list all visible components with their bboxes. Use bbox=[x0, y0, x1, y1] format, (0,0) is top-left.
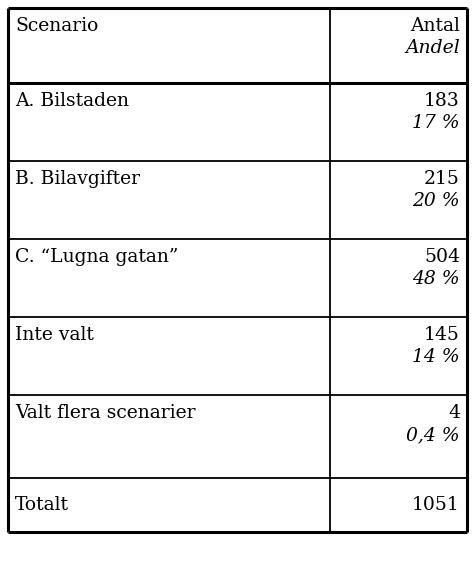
Text: Inte valt: Inte valt bbox=[15, 326, 94, 344]
Text: A. Bilstaden: A. Bilstaden bbox=[15, 92, 129, 110]
Text: 4: 4 bbox=[448, 404, 460, 422]
Text: 145: 145 bbox=[424, 326, 460, 344]
Text: Andel: Andel bbox=[405, 39, 460, 57]
Text: 183: 183 bbox=[424, 92, 460, 110]
Text: 1051: 1051 bbox=[412, 496, 460, 514]
Text: Antal: Antal bbox=[410, 17, 460, 35]
Text: C. “Lugna gatan”: C. “Lugna gatan” bbox=[15, 248, 179, 266]
Text: 20 %: 20 % bbox=[412, 192, 460, 210]
Text: B. Bilavgifter: B. Bilavgifter bbox=[15, 170, 140, 188]
Text: 14 %: 14 % bbox=[412, 348, 460, 366]
Text: 0,4 %: 0,4 % bbox=[407, 426, 460, 444]
Text: Valt flera scenarier: Valt flera scenarier bbox=[15, 404, 196, 422]
Text: 17 %: 17 % bbox=[412, 114, 460, 132]
Text: 48 %: 48 % bbox=[412, 270, 460, 288]
Text: Totalt: Totalt bbox=[15, 496, 69, 514]
Text: 215: 215 bbox=[424, 170, 460, 188]
Text: 504: 504 bbox=[424, 248, 460, 266]
Text: Scenario: Scenario bbox=[15, 17, 98, 35]
